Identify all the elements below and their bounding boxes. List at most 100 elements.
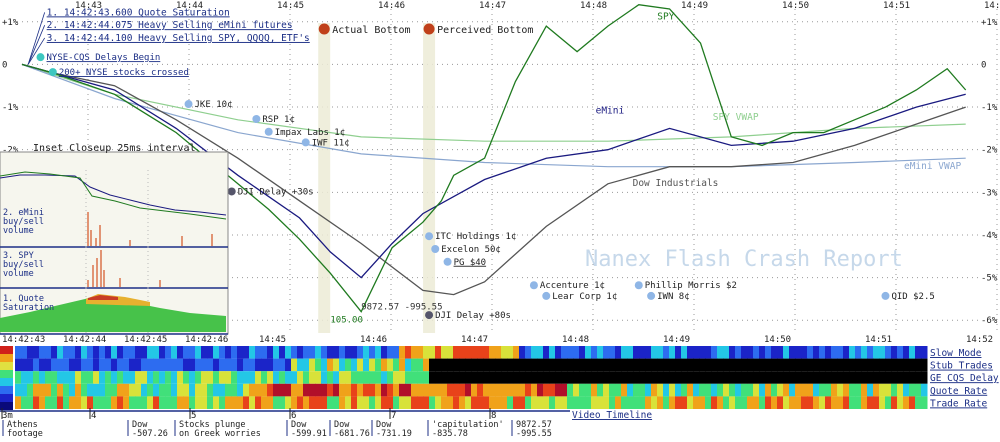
heatmap-cell xyxy=(819,358,826,372)
heatmap-cell xyxy=(33,396,40,409)
heatmap-cell xyxy=(471,383,478,397)
heatmap-cell xyxy=(429,346,436,359)
heatmap-cell xyxy=(99,396,106,409)
heatmap-cell xyxy=(357,383,364,397)
inset-time-tick: 14:42:45 xyxy=(124,335,167,345)
heatmap-cell xyxy=(315,383,322,397)
heatmap-cell xyxy=(915,396,922,409)
heatmap-cell xyxy=(279,371,286,384)
heatmap-cell xyxy=(285,396,292,409)
timeline-event-label: 9872.57 xyxy=(516,420,552,430)
heatmap-cell xyxy=(183,346,190,359)
heatmap-cell xyxy=(165,358,172,372)
heatmap-cell xyxy=(189,346,196,359)
heatmap-cell xyxy=(483,371,490,384)
heatmap-cell xyxy=(273,346,280,359)
heatmap-cell xyxy=(303,346,310,359)
heatmap-cell xyxy=(213,383,220,397)
heatmap-cell xyxy=(879,396,886,409)
heatmap-cell xyxy=(63,346,70,359)
event-dot xyxy=(301,138,310,147)
heatmap-cell xyxy=(315,396,322,409)
heatmap-cell xyxy=(75,346,82,359)
heatmap-cell xyxy=(525,396,532,409)
heatmap-cell xyxy=(303,383,310,397)
heatmap-cell xyxy=(399,358,406,372)
heatmap-cell xyxy=(51,371,58,384)
heatmap-cell xyxy=(771,383,778,397)
heatmap-cell xyxy=(675,358,682,372)
heatmap-cell xyxy=(423,383,430,397)
heatmap-cell xyxy=(729,383,736,397)
heatmap-cell xyxy=(141,383,148,397)
heatmap-cell xyxy=(843,346,850,359)
heatmap-cell xyxy=(351,396,358,409)
heatmap-cell xyxy=(849,383,856,397)
heatmap-cell xyxy=(507,346,514,359)
heatmap-cell xyxy=(489,346,496,359)
heatmap-cell xyxy=(663,358,670,372)
heatmap-colorbar-swatch xyxy=(0,354,13,362)
y-tick-right: -4% xyxy=(981,231,998,241)
heatmap-cell xyxy=(621,358,628,372)
heatmap-cell xyxy=(795,383,802,397)
heatmap-cell xyxy=(357,396,364,409)
heatmap-cell xyxy=(471,396,478,409)
heatmap-cell xyxy=(723,358,730,372)
heatmap-cell xyxy=(435,346,442,359)
value-label: 9872.57 -995.55 xyxy=(361,303,442,313)
event-dot xyxy=(431,245,440,253)
heatmap-cell xyxy=(33,358,40,372)
heatmap-cell xyxy=(603,396,610,409)
heatmap-cell xyxy=(255,371,262,384)
heatmap-cell xyxy=(285,346,292,359)
heatmap-cell xyxy=(789,358,796,372)
y-tick-right: -2% xyxy=(981,146,998,156)
heatmap-cell xyxy=(813,346,820,359)
heatmap-cell xyxy=(693,371,700,384)
inset-time-tick: 14:42:44 xyxy=(63,335,106,345)
heatmap-cell xyxy=(765,383,772,397)
y-tick-right: -6% xyxy=(981,316,998,326)
heatmap-colorbar-swatch xyxy=(0,346,13,354)
heatmap-cell xyxy=(165,371,172,384)
heatmap-cell xyxy=(585,396,592,409)
heatmap-cell xyxy=(45,371,52,384)
heatmap-cell xyxy=(93,396,100,409)
heatmap-cell xyxy=(273,396,280,409)
heatmap-cell xyxy=(711,371,718,384)
heatmap-cell xyxy=(735,383,742,397)
heatmap-cell xyxy=(663,383,670,397)
heatmap-cell xyxy=(471,346,478,359)
heatmap-cell xyxy=(369,371,376,384)
heatmap-cell xyxy=(423,371,430,384)
inset-panel-label: 3. SPY xyxy=(3,251,34,261)
heatmap-cell xyxy=(423,346,430,359)
event-label: DJI Delay +80s xyxy=(435,311,511,321)
heatmap-cell xyxy=(279,396,286,409)
heatmap-cell xyxy=(57,371,64,384)
heatmap-cell xyxy=(699,358,706,372)
heatmap-cell xyxy=(735,358,742,372)
heatmap-cell xyxy=(477,346,484,359)
timeline-event-label: Dow xyxy=(291,420,307,430)
timeline-event-label: -995.55 xyxy=(516,429,552,438)
heatmap-cell xyxy=(261,396,268,409)
heatmap-cell xyxy=(63,371,70,384)
heatmap-cell xyxy=(801,396,808,409)
heatmap-cell xyxy=(405,346,412,359)
heatmap-cell xyxy=(819,383,826,397)
heatmap-cell xyxy=(567,396,574,409)
heatmap-cell xyxy=(771,358,778,372)
heatmap-cell xyxy=(249,371,256,384)
heatmap-cell xyxy=(819,346,826,359)
heatmap-cell xyxy=(123,358,130,372)
event-dot xyxy=(48,68,57,77)
heatmap-cell xyxy=(153,346,160,359)
heatmap-cell xyxy=(393,396,400,409)
event-dot xyxy=(647,291,656,300)
heatmap-cell xyxy=(231,396,238,409)
heatmap-cell xyxy=(615,371,622,384)
heatmap-cell xyxy=(123,383,130,397)
